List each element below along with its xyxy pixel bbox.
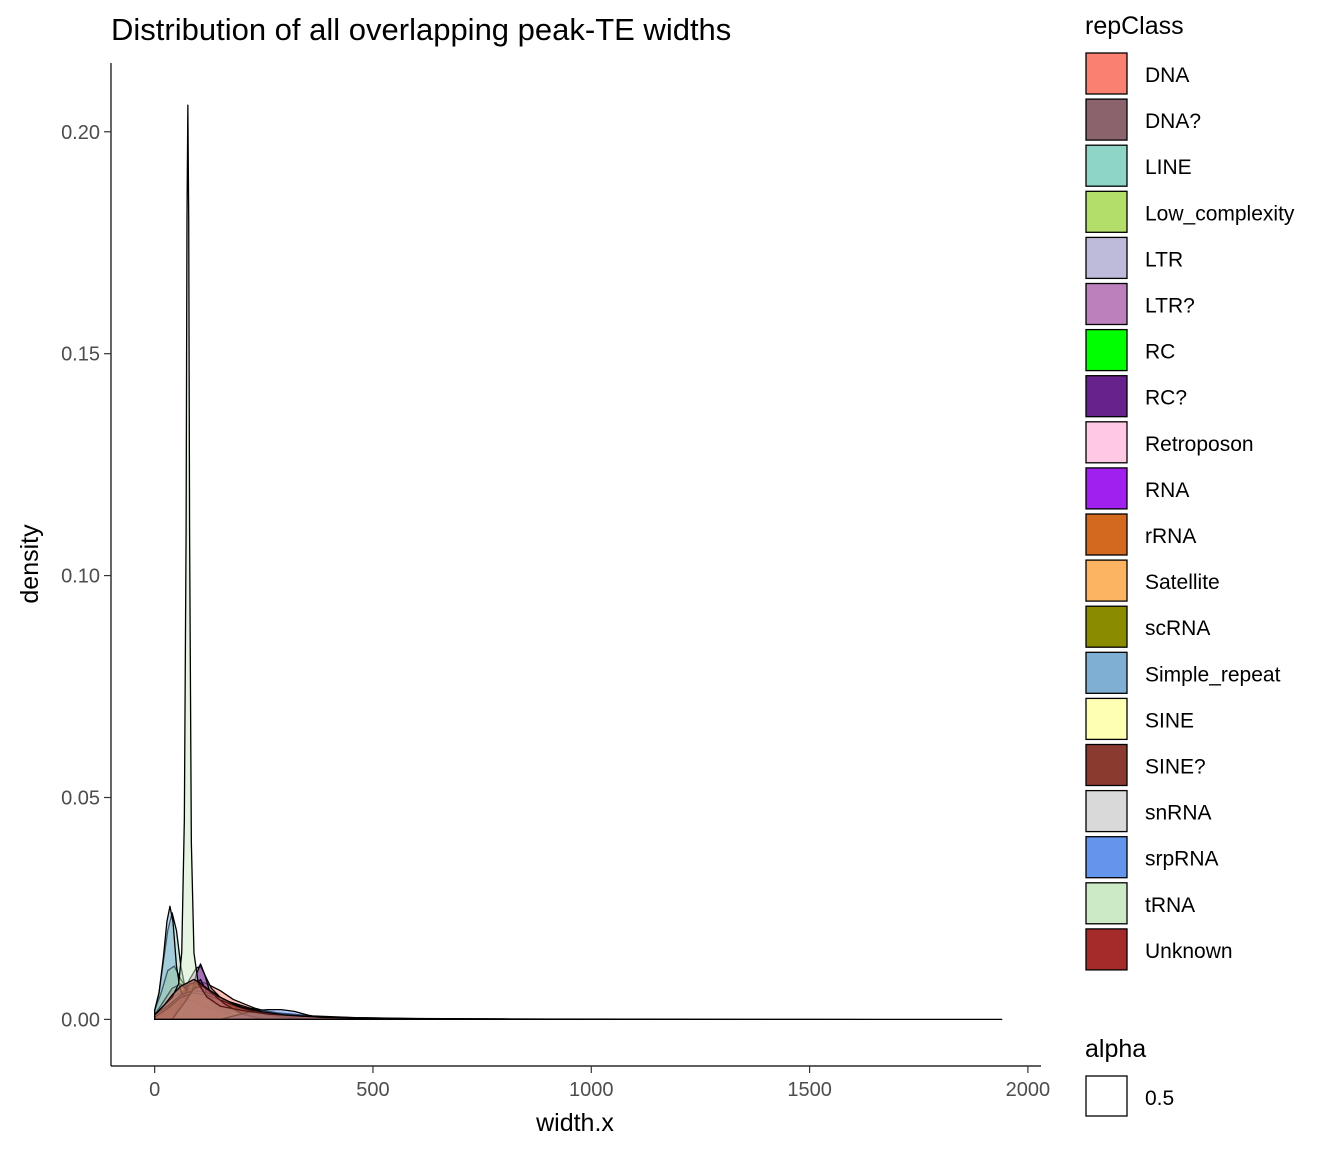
- legend-label-line: LINE: [1145, 156, 1192, 179]
- x-tick-label: 0: [149, 1079, 160, 1101]
- legend-label-ltr: LTR: [1145, 248, 1183, 271]
- legend-key-sine: [1085, 743, 1128, 787]
- legend-key-low-complexity: [1085, 190, 1128, 233]
- legend-label-rc: RC?: [1145, 387, 1187, 410]
- legend-label-sine: SINE: [1145, 709, 1194, 732]
- x-tick-label: 500: [356, 1079, 389, 1101]
- legend-title: repClass: [1085, 12, 1184, 40]
- legend-label-retroposon: Retroposon: [1145, 433, 1254, 456]
- y-tick-label: 0.10: [61, 566, 100, 588]
- legend-key-ltr: [1085, 236, 1128, 280]
- legend-key-ltr: [1085, 282, 1128, 326]
- alpha-legend-label: 0.5: [1145, 1087, 1174, 1110]
- y-tick-label: 0.05: [61, 787, 100, 809]
- legend-label-low-complexity: Low_complexity: [1145, 202, 1295, 225]
- chart-title: Distribution of all overlapping peak-TE …: [111, 12, 731, 47]
- legend-key-dna: [1085, 98, 1128, 141]
- legend-key-rrna: [1085, 513, 1128, 556]
- legend-label-rna: RNA: [1145, 479, 1189, 502]
- legend-label-dna: DNA?: [1145, 110, 1201, 133]
- legend-label-ltr: LTR?: [1145, 295, 1195, 318]
- y-axis-title: density: [16, 524, 44, 604]
- legend-label-srprna: srpRNA: [1145, 848, 1219, 871]
- legend-label-unknown: Unknown: [1145, 940, 1233, 963]
- legend-label-simple-repeat: Simple_repeat: [1145, 663, 1281, 686]
- x-tick-label: 1500: [787, 1079, 832, 1101]
- legend-key-snrna: [1085, 789, 1128, 833]
- alpha-legend-key: [1085, 1075, 1128, 1117]
- legend-label-dna: DNA: [1145, 64, 1189, 87]
- density-area-unknown: [154, 978, 505, 1021]
- x-ticks: 0 500 1000 1500 2000: [149, 1066, 1050, 1101]
- y-tick-label: 0.00: [61, 1009, 100, 1031]
- legend-key-satellite: [1085, 559, 1128, 602]
- legend-key-line: [1085, 144, 1128, 187]
- legend: repClass DNA DNA? LINE Low_complexity LTR LTR…: [1085, 12, 1295, 1117]
- legend-label-rrna: rRNA: [1145, 525, 1196, 548]
- alpha-legend-title: alpha: [1085, 1035, 1146, 1063]
- legend-label-rc: RC: [1145, 341, 1175, 364]
- legend-label-scrna: scRNA: [1145, 617, 1210, 640]
- legend-key-dna: [1085, 52, 1128, 95]
- legend-label-satellite: Satellite: [1145, 571, 1220, 594]
- x-axis-title: width.x: [535, 1109, 614, 1137]
- legend-key-sine: [1085, 697, 1128, 741]
- legend-key-retroposon: [1085, 421, 1128, 464]
- legend-key-rc: [1085, 328, 1128, 372]
- density-area-trna: [154, 104, 1003, 1021]
- legend-label-snrna: snRNA: [1145, 802, 1212, 825]
- x-tick-label: 2000: [1006, 1079, 1051, 1101]
- y-tick-label: 0.20: [61, 122, 100, 144]
- series-layer: [154, 104, 1003, 1021]
- legend-label-sine: SINE?: [1145, 756, 1206, 779]
- legend-key-srprna: [1085, 836, 1128, 879]
- y-tick-label: 0.15: [61, 344, 100, 366]
- legend-key-unknown: [1085, 928, 1128, 971]
- legend-key-rc: [1085, 375, 1128, 418]
- legend-key-scrna: [1085, 605, 1128, 648]
- legend-label-trna: tRNA: [1145, 894, 1195, 917]
- legend-key-rna: [1085, 467, 1128, 510]
- legend-key-simple-repeat: [1085, 651, 1128, 694]
- y-ticks: 0.00 0.05 0.10 0.15 0.20: [61, 122, 111, 1031]
- x-tick-label: 1000: [569, 1079, 614, 1101]
- legend-key-trna: [1085, 882, 1128, 925]
